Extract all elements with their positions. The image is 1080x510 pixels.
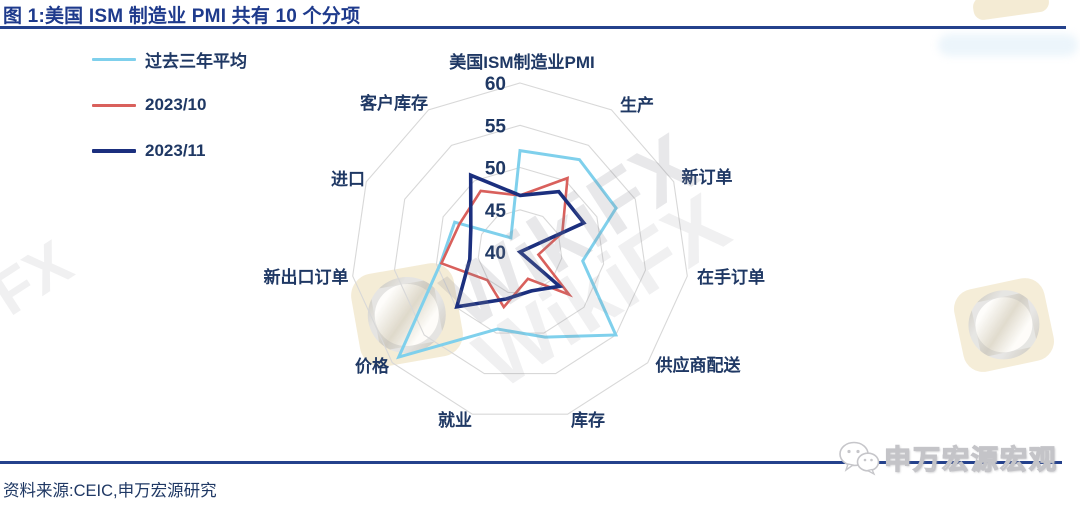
axis-label-2: 新订单 xyxy=(682,167,733,187)
legend-item-2023-10: 2023/10 xyxy=(92,95,247,114)
title-underline xyxy=(0,26,1066,29)
legend-swatch-past-3yr-avg xyxy=(92,57,136,61)
axis-label-9: 进口 xyxy=(331,170,365,189)
tick-label-45: 45 xyxy=(485,201,507,222)
legend-label: 2023/11 xyxy=(145,141,206,160)
axis-label-1: 生产 xyxy=(620,95,654,115)
tick-label-55: 55 xyxy=(485,116,507,137)
axis-label-8: 新出口订单 xyxy=(264,267,349,287)
chart-legend: 过去三年平均 2023/10 2023/11 xyxy=(92,50,247,188)
legend-swatch-2023-10 xyxy=(92,103,136,107)
axis-label-5: 库存 xyxy=(571,410,605,430)
axis-label-10: 客户库存 xyxy=(359,93,428,113)
axis-label-4: 供应商配送 xyxy=(655,355,742,375)
legend-label: 过去三年平均 xyxy=(145,51,247,71)
series-2023-10 xyxy=(439,176,574,310)
axis-label-3: 在手订单 xyxy=(697,267,765,287)
grid-ring-55 xyxy=(393,124,647,375)
legend-item-past-3yr-avg: 过去三年平均 xyxy=(92,50,247,71)
legend-swatch-2023-11 xyxy=(92,149,136,153)
axis-label-6: 就业 xyxy=(438,410,472,430)
tick-label-60: 60 xyxy=(485,74,506,95)
account-watermark: 申万宏源宏观 xyxy=(838,438,1058,477)
grid-ring-60 xyxy=(352,82,688,415)
wechat-icon xyxy=(839,441,880,475)
axis-label-7: 价格 xyxy=(355,356,390,376)
figure-title: 图 1:美国 ISM 制造业 PMI 共有 10 个分项 xyxy=(3,6,361,27)
legend-label: 2023/10 xyxy=(145,95,207,114)
source-note: 资料来源:CEIC,申万宏源研究 xyxy=(3,482,217,500)
series-2023-11 xyxy=(454,172,587,310)
tick-label-50: 50 xyxy=(485,159,506,180)
axis-label-0: 美国ISM制造业PMI xyxy=(449,52,594,72)
footer-divider xyxy=(0,461,1062,464)
tick-label-40: 40 xyxy=(485,243,506,264)
series-past-3yr-avg xyxy=(396,148,619,360)
legend-item-2023-11: 2023/11 xyxy=(92,141,247,160)
account-watermark-text: 申万宏源宏观 xyxy=(883,444,1058,475)
watermark-smudge xyxy=(938,34,1078,56)
